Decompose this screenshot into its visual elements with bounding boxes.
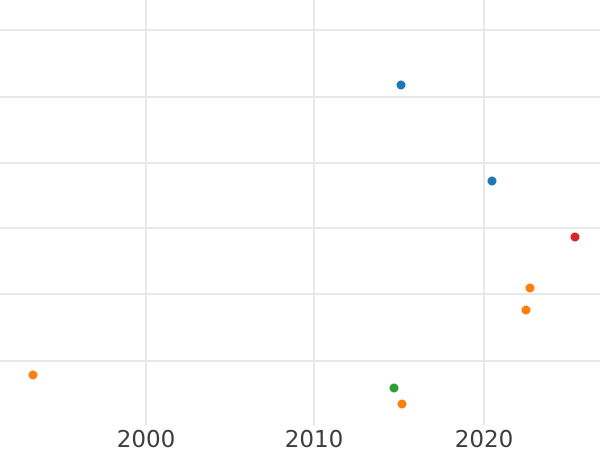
- series-blue-point-0: [396, 80, 406, 90]
- series-orange-point-2: [521, 305, 531, 315]
- series-red-point-0: [570, 232, 580, 242]
- gridline-horizontal-4: [0, 293, 600, 295]
- series-orange-point-3: [525, 283, 535, 293]
- x-tick-label-2000: 2000: [116, 427, 176, 450]
- gridline-vertical-1: [313, 0, 315, 425]
- series-green-point-0: [389, 383, 399, 393]
- series-blue-point-1: [487, 176, 497, 186]
- gridline-vertical-0: [145, 0, 147, 425]
- gridline-horizontal-1: [0, 96, 600, 98]
- series-orange-point-1: [397, 399, 407, 409]
- gridline-horizontal-2: [0, 162, 600, 164]
- x-tick-label-2020: 2020: [454, 427, 514, 450]
- gridline-horizontal-0: [0, 29, 600, 31]
- gridline-vertical-2: [483, 0, 485, 425]
- gridline-horizontal-5: [0, 360, 600, 362]
- x-tick-label-2010: 2010: [284, 427, 344, 450]
- gridline-horizontal-3: [0, 227, 600, 229]
- series-orange-point-0: [28, 370, 38, 380]
